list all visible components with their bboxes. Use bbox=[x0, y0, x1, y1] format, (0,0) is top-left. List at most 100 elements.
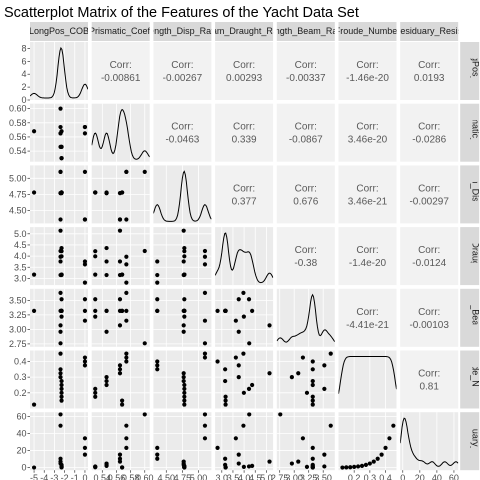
panel-marks bbox=[31, 106, 88, 161]
scatter-point bbox=[236, 363, 241, 368]
scatter-point bbox=[181, 272, 186, 278]
x-tick-label: 5.0 bbox=[260, 473, 273, 480]
y-tick-label: 0.58 bbox=[9, 118, 27, 128]
scatter-point bbox=[93, 272, 98, 277]
scatter-point bbox=[202, 290, 208, 295]
scatter-point bbox=[142, 341, 147, 346]
scatter-point bbox=[250, 308, 255, 313]
scatter-point bbox=[181, 308, 186, 313]
scatter-point bbox=[58, 131, 63, 136]
scatter-point bbox=[82, 280, 88, 285]
scatter-point bbox=[181, 375, 186, 380]
scatter-point bbox=[328, 423, 333, 428]
x-tick-label: 4.50 bbox=[158, 473, 176, 480]
panel-background bbox=[338, 227, 397, 286]
corr-value: -1.46e-20 bbox=[346, 73, 389, 84]
scatter-point bbox=[233, 318, 238, 323]
scatter-point bbox=[267, 371, 272, 376]
scatter-point bbox=[58, 254, 63, 259]
column-strip-label: Beam_Draught_Ratio bbox=[201, 26, 288, 36]
scatter-point bbox=[31, 129, 37, 134]
scatter-point bbox=[322, 452, 327, 457]
x-tick-label: -3 bbox=[50, 473, 58, 480]
scatter-point bbox=[117, 371, 123, 376]
scatter-point bbox=[348, 465, 353, 470]
scatter-point bbox=[155, 259, 160, 264]
column-strip bbox=[276, 22, 335, 41]
column-strip-label: Length_Beam_Ratio bbox=[265, 26, 347, 36]
corr-value: -0.0286 bbox=[412, 135, 446, 146]
corr-label: Corr: bbox=[295, 245, 317, 256]
y-tick-label: 0.3 bbox=[14, 372, 27, 382]
scatter-point bbox=[82, 131, 88, 136]
scatter-point bbox=[202, 436, 208, 441]
scatter-point bbox=[82, 169, 88, 174]
scatter-point bbox=[58, 106, 63, 111]
x-tick-label: -5 bbox=[30, 473, 38, 480]
scatter-point bbox=[124, 318, 129, 323]
column-strip bbox=[153, 22, 212, 41]
scatter-point bbox=[124, 290, 129, 295]
corr-label: Corr: bbox=[356, 307, 378, 318]
scatter-point bbox=[58, 290, 63, 295]
x-tick-label: 4.75 bbox=[174, 473, 192, 480]
panel-background bbox=[338, 103, 397, 162]
panel-background bbox=[338, 165, 397, 224]
y-tick-label: 4 bbox=[21, 69, 26, 79]
corr-value: 0.377 bbox=[232, 196, 257, 207]
x-tick-label: 20 bbox=[415, 473, 425, 480]
panel-marks bbox=[215, 412, 272, 470]
scatter-point bbox=[215, 308, 220, 313]
panel-background bbox=[276, 350, 335, 409]
corr-value: 0.339 bbox=[232, 135, 257, 146]
corr-value: -0.00861 bbox=[101, 73, 141, 84]
scatter-point bbox=[300, 355, 305, 360]
scatter-point bbox=[82, 355, 88, 360]
scatter-point bbox=[236, 329, 241, 334]
scatter-point bbox=[104, 259, 109, 264]
scatter-point bbox=[124, 217, 129, 222]
scatter-point bbox=[241, 423, 246, 428]
scatter-point bbox=[82, 359, 88, 364]
x-tick-label: 0.56 bbox=[108, 473, 126, 480]
panel-background bbox=[30, 42, 88, 100]
panel-marks bbox=[153, 170, 212, 222]
scatter-point bbox=[104, 382, 109, 388]
scatter-point bbox=[383, 445, 388, 450]
scatter-point bbox=[181, 228, 186, 233]
panel-background bbox=[276, 288, 335, 347]
scatter-point bbox=[117, 323, 123, 328]
panel-background bbox=[30, 350, 88, 409]
scatter-point bbox=[202, 254, 208, 259]
panel-background bbox=[400, 42, 459, 100]
scatter-point bbox=[58, 341, 63, 346]
scatter-point bbox=[182, 297, 187, 302]
scatter-point bbox=[236, 375, 241, 380]
x-tick-label: 5.00 bbox=[190, 473, 208, 480]
row-strip-label: Residuary_Resist bbox=[471, 406, 480, 477]
scatter-point bbox=[182, 390, 187, 395]
scatter-point bbox=[104, 375, 109, 380]
density-curve bbox=[338, 356, 397, 394]
matrix-panels: LongPos_COB Prismatic_CoeffLength_Disp_Ra… bbox=[9, 22, 480, 480]
scatter-point bbox=[104, 272, 109, 278]
scatter-point bbox=[202, 412, 208, 417]
scatter-point bbox=[236, 452, 241, 457]
scatter-point bbox=[300, 436, 305, 441]
scatter-point bbox=[93, 297, 98, 302]
column-strip-label: Length_Disp_Ratio bbox=[144, 26, 221, 36]
panel-background bbox=[400, 288, 459, 347]
scatter-point bbox=[82, 445, 88, 450]
scatter-point bbox=[31, 272, 37, 277]
scatter-point bbox=[117, 308, 123, 313]
corr-value: 0.00293 bbox=[226, 73, 263, 84]
panel-marks bbox=[276, 293, 335, 343]
scatter-point bbox=[247, 341, 252, 346]
scatter-point bbox=[202, 423, 208, 428]
scatter-point bbox=[120, 402, 125, 407]
chart-title: Scatterplot Matrix of the Features of th… bbox=[4, 5, 359, 21]
scatter-point bbox=[344, 465, 349, 470]
corr-label: Corr: bbox=[418, 183, 440, 194]
x-tick-label: 0.2 bbox=[348, 473, 361, 480]
